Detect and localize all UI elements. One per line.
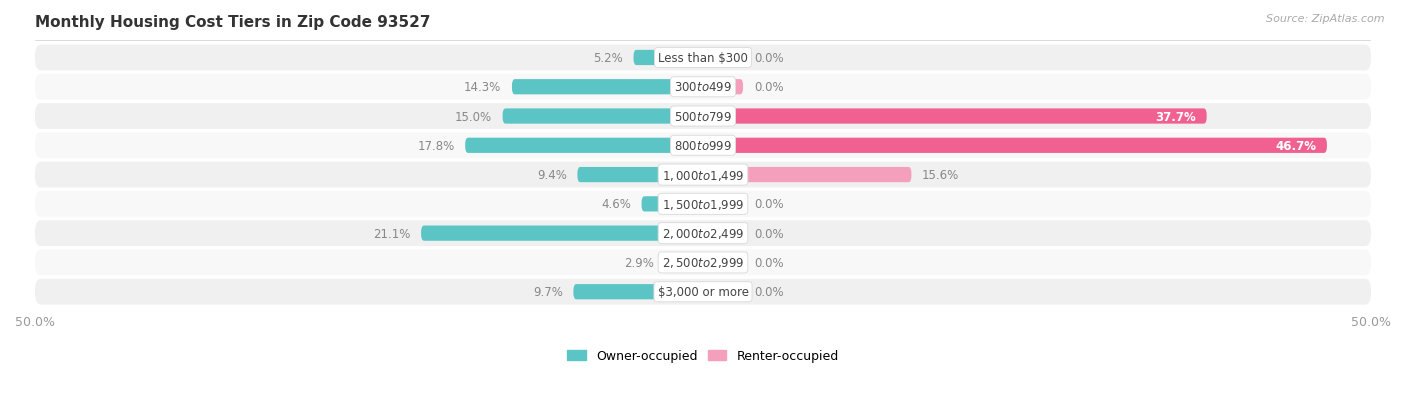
FancyBboxPatch shape xyxy=(578,168,703,183)
FancyBboxPatch shape xyxy=(35,162,1371,188)
Legend: Owner-occupied, Renter-occupied: Owner-occupied, Renter-occupied xyxy=(568,349,838,363)
FancyBboxPatch shape xyxy=(35,192,1371,217)
Text: $1,000 to $1,499: $1,000 to $1,499 xyxy=(662,168,744,182)
FancyBboxPatch shape xyxy=(35,45,1371,71)
FancyBboxPatch shape xyxy=(664,255,703,271)
FancyBboxPatch shape xyxy=(703,226,744,241)
Text: 2.9%: 2.9% xyxy=(624,256,654,269)
FancyBboxPatch shape xyxy=(703,51,744,66)
Text: 9.7%: 9.7% xyxy=(533,285,562,299)
FancyBboxPatch shape xyxy=(703,255,744,271)
FancyBboxPatch shape xyxy=(35,75,1371,100)
FancyBboxPatch shape xyxy=(703,80,744,95)
Text: 0.0%: 0.0% xyxy=(754,198,783,211)
FancyBboxPatch shape xyxy=(634,51,703,66)
FancyBboxPatch shape xyxy=(502,109,703,124)
FancyBboxPatch shape xyxy=(703,109,1206,124)
FancyBboxPatch shape xyxy=(422,226,703,241)
Text: $3,000 or more: $3,000 or more xyxy=(658,285,748,299)
FancyBboxPatch shape xyxy=(703,285,744,299)
FancyBboxPatch shape xyxy=(641,197,703,212)
Text: Less than $300: Less than $300 xyxy=(658,52,748,65)
Text: $1,500 to $1,999: $1,500 to $1,999 xyxy=(662,197,744,211)
FancyBboxPatch shape xyxy=(35,250,1371,275)
Text: 0.0%: 0.0% xyxy=(754,81,783,94)
Text: 15.6%: 15.6% xyxy=(922,169,959,182)
Text: 46.7%: 46.7% xyxy=(1275,140,1316,152)
FancyBboxPatch shape xyxy=(703,138,1327,154)
Text: 21.1%: 21.1% xyxy=(373,227,411,240)
Text: Source: ZipAtlas.com: Source: ZipAtlas.com xyxy=(1267,14,1385,24)
FancyBboxPatch shape xyxy=(35,104,1371,130)
FancyBboxPatch shape xyxy=(35,279,1371,305)
Text: 14.3%: 14.3% xyxy=(464,81,502,94)
FancyBboxPatch shape xyxy=(35,133,1371,159)
Text: 15.0%: 15.0% xyxy=(454,110,492,123)
Text: $300 to $499: $300 to $499 xyxy=(673,81,733,94)
Text: 0.0%: 0.0% xyxy=(754,227,783,240)
FancyBboxPatch shape xyxy=(512,80,703,95)
Text: 5.2%: 5.2% xyxy=(593,52,623,65)
Text: 17.8%: 17.8% xyxy=(418,140,454,152)
Text: $500 to $799: $500 to $799 xyxy=(673,110,733,123)
Text: 0.0%: 0.0% xyxy=(754,256,783,269)
Text: 0.0%: 0.0% xyxy=(754,52,783,65)
Text: 4.6%: 4.6% xyxy=(600,198,631,211)
FancyBboxPatch shape xyxy=(703,197,744,212)
FancyBboxPatch shape xyxy=(465,138,703,154)
Text: $2,000 to $2,499: $2,000 to $2,499 xyxy=(662,227,744,240)
Text: $800 to $999: $800 to $999 xyxy=(673,140,733,152)
FancyBboxPatch shape xyxy=(35,221,1371,247)
Text: 37.7%: 37.7% xyxy=(1156,110,1197,123)
FancyBboxPatch shape xyxy=(574,285,703,299)
Text: $2,500 to $2,999: $2,500 to $2,999 xyxy=(662,256,744,270)
FancyBboxPatch shape xyxy=(703,168,911,183)
Text: 9.4%: 9.4% xyxy=(537,169,567,182)
Text: 0.0%: 0.0% xyxy=(754,285,783,299)
Text: Monthly Housing Cost Tiers in Zip Code 93527: Monthly Housing Cost Tiers in Zip Code 9… xyxy=(35,15,430,30)
